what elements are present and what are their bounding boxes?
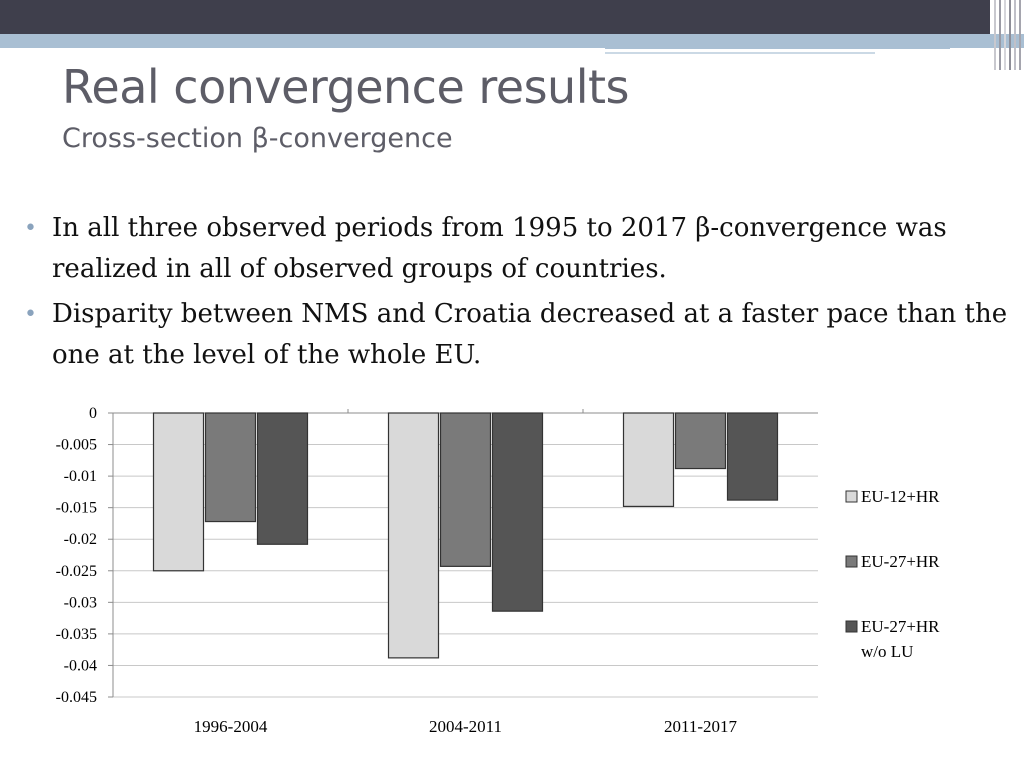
y-tick-label: -0.005 [56,437,97,454]
bullet-dot-icon: • [24,302,37,327]
y-tick-label: -0.03 [64,594,97,611]
legend-label: EU-12+HR [861,487,940,506]
y-tick-label: -0.045 [56,689,97,706]
legend-label: EU-27+HR [861,552,940,571]
legend-swatch [845,555,858,568]
legend-swatch [845,620,858,633]
x-category-label: 1996-2004 [194,717,268,736]
x-category-label: 2004-2011 [429,717,502,736]
y-tick-label: -0.04 [64,657,97,674]
beta-convergence-bar-chart: 0 -0.005 -0.01 -0.015 -0.02 -0.025 -0.03 -0.035… [56,405,941,736]
bar-eu-27-hr-w-o-lu-2011-2017 [726,412,779,501]
y-tick-label: -0.015 [56,500,97,517]
bullet-dot-icon: • [24,216,37,241]
bar-eu-27-hr-w-o-lu-1996-2004 [256,412,309,545]
y-tick-label: 0 [89,405,97,422]
slide-subtitle: Cross-section β-convergence [62,123,453,154]
header-decoration [0,0,1024,70]
bullet-text: Disparity between NMS and Croatia decrea… [52,299,1008,370]
y-tick-label: -0.035 [56,626,97,643]
y-tick-label: -0.01 [64,468,97,485]
header-accent-line [605,46,950,49]
header-light-band [0,34,1024,48]
y-tick-label: -0.02 [64,531,97,548]
legend-swatch [845,490,858,503]
header-dark-band [0,0,990,34]
bar-eu-27-hr-1996-2004 [204,412,257,523]
bullet-item: • In all three observed periods from 199… [24,208,1009,290]
bar-eu-27-hr-w-o-lu-2004-2011 [491,412,544,612]
bar-eu-12-hr-1996-2004 [152,412,205,572]
x-category-label: 2011-2017 [664,717,738,736]
bar-eu-27-hr-2004-2011 [439,412,492,567]
header-accent-line-secondary [605,52,875,54]
bullet-list: • In all three observed periods from 199… [24,208,1009,380]
slide-title: Real convergence results [62,60,629,114]
legend-label: EU-27+HR w/o LU [861,617,940,661]
bullet-item: • Disparity between NMS and Croatia decr… [24,294,1009,376]
y-tick-label: -0.025 [56,563,97,580]
bar-eu-27-hr-2011-2017 [674,412,727,470]
bar-eu-12-hr-2004-2011 [387,412,440,659]
bullet-text: In all three observed periods from 1995 … [52,213,947,284]
header-stripes [990,0,1024,70]
bar-eu-12-hr-2011-2017 [622,412,675,508]
